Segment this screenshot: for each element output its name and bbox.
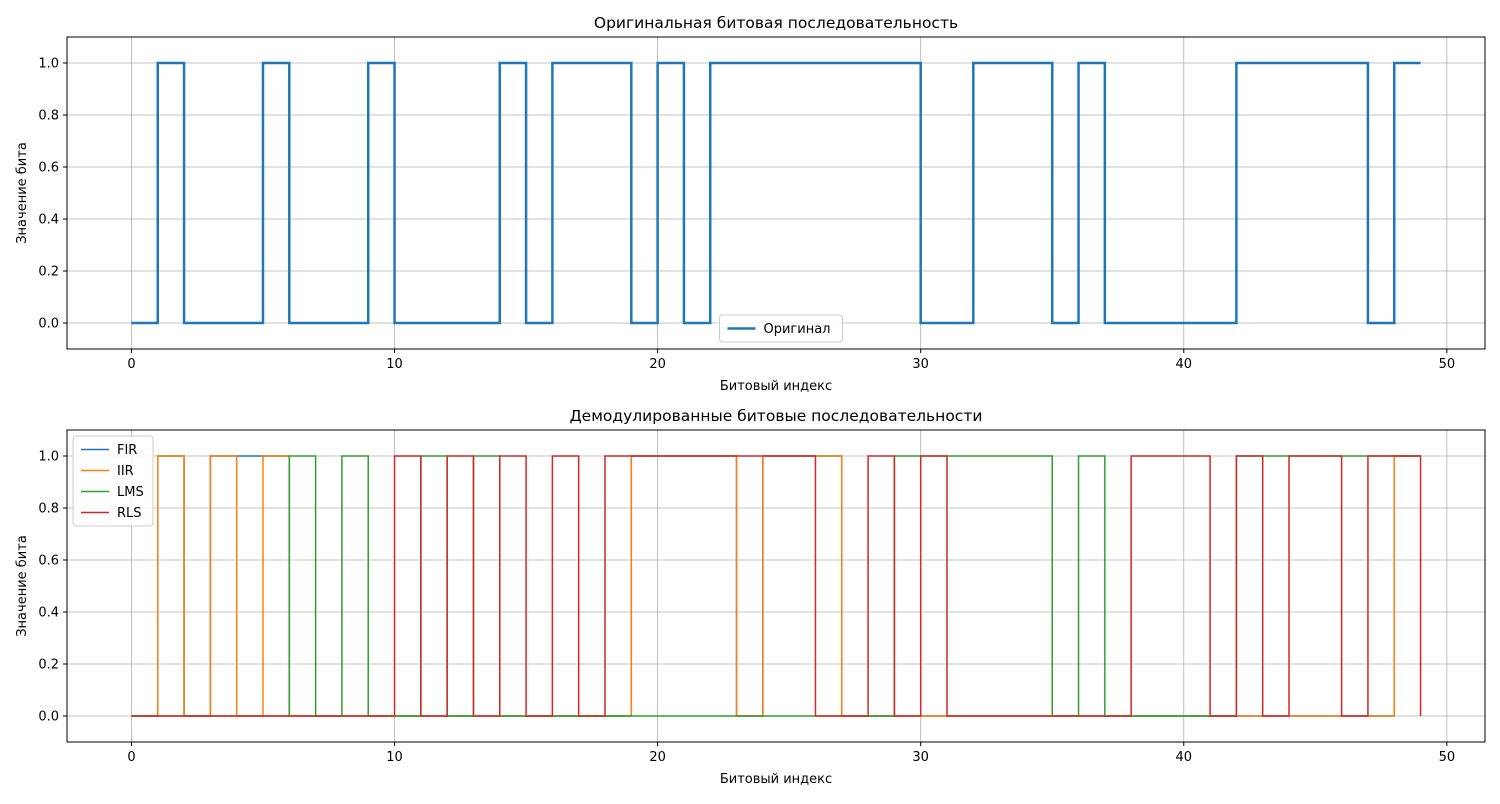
y-tick-label: 0.4 — [38, 213, 59, 228]
y-tick-label: 0.4 — [38, 606, 59, 621]
legend-label: RLS — [117, 506, 142, 521]
x-tick-label: 20 — [649, 750, 666, 765]
x-axis-label: Битовый индекс — [720, 379, 832, 394]
chart-title: Оригинальная битовая последовательность — [594, 14, 958, 32]
y-tick-label: 1.0 — [38, 450, 59, 465]
y-tick-label: 0.6 — [38, 554, 59, 569]
chart-panel-2: 0 10 20 30 40 50 0.0 0.2 0.4 0.6 0.8 1.0 Демодулиров… — [15, 407, 1486, 787]
x-tick-label: 10 — [386, 357, 403, 372]
y-tick-label: 0.0 — [38, 317, 59, 332]
x-tick-label: 40 — [1176, 357, 1193, 372]
x-tick-label: 30 — [912, 357, 929, 372]
x-tick-label: 30 — [912, 750, 929, 765]
x-tick-label: 0 — [127, 357, 135, 372]
axes-frame — [66, 36, 1486, 350]
legend-box — [719, 314, 843, 343]
x-tick-label: 40 — [1176, 750, 1193, 765]
x-tick-label: 50 — [1439, 357, 1456, 372]
y-tick-label: 0.2 — [38, 265, 59, 280]
y-tick-label: 0.6 — [38, 161, 59, 176]
legend-label: Оригинал — [764, 322, 831, 337]
x-tick-label: 10 — [386, 750, 403, 765]
series-line-lms — [131, 455, 1421, 717]
legend-box — [72, 435, 154, 527]
chart-panel-1: 0 10 20 30 40 50 0.0 0.2 0.4 0.6 0.8 1.0 Оригинальна… — [15, 14, 1486, 394]
legend-label: LMS — [117, 485, 144, 500]
y-tick-label: 1.0 — [38, 57, 59, 72]
x-tick-label: 50 — [1439, 750, 1456, 765]
y-tick-label: 0.8 — [38, 502, 59, 517]
x-tick-label: 20 — [649, 357, 666, 372]
legend: Оригинал — [719, 314, 843, 343]
legend-label: FIR — [117, 443, 137, 458]
series-line-rls — [131, 455, 1422, 717]
y-tick-label: 0.2 — [38, 658, 59, 673]
axes-frame — [66, 429, 1486, 743]
series-line-оригинал — [131, 61, 1421, 325]
chart-title: Демодулированные битовые последовательно… — [570, 407, 983, 425]
y-axis-label: Значение бита — [15, 142, 30, 244]
legend-label: IIR — [117, 464, 134, 479]
y-axis-label: Значение бита — [15, 535, 30, 637]
y-tick-label: 0.0 — [38, 710, 59, 725]
legend: FIR IIR LMS RLS — [72, 435, 154, 527]
plot-area — [67, 37, 1485, 349]
y-tick-label: 0.8 — [38, 109, 59, 124]
x-axis-label: Битовый индекс — [720, 772, 832, 787]
x-tick-label: 0 — [127, 750, 135, 765]
plot-area — [67, 430, 1485, 742]
